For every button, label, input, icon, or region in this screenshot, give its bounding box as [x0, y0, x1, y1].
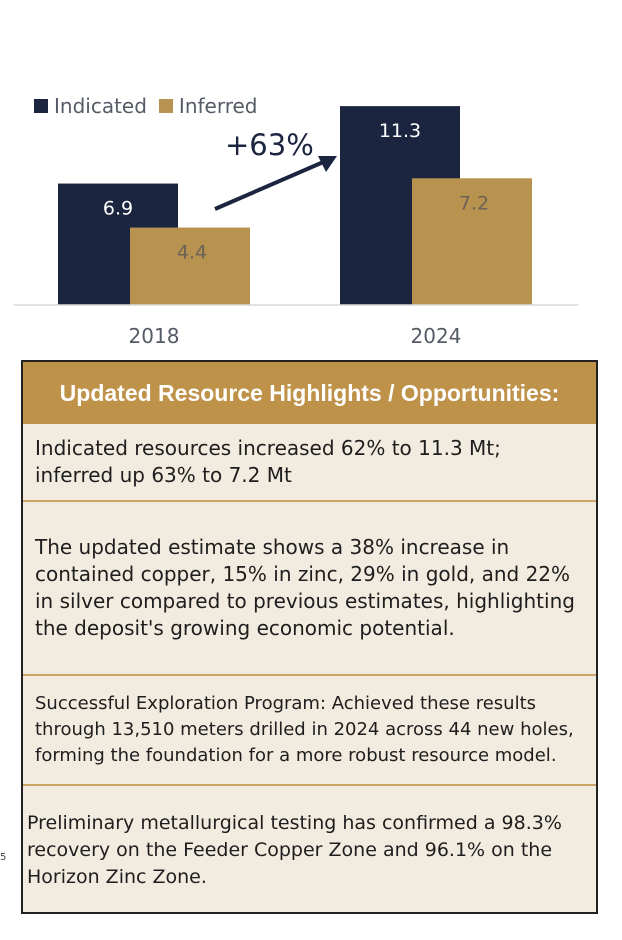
- growth-arrow: [214, 156, 337, 211]
- highlight-item: The updated estimate shows a 38% increas…: [23, 502, 596, 676]
- highlight-item: Preliminary metallurgical testing has co…: [23, 786, 596, 914]
- legend-swatch-inferred: [158, 99, 173, 113]
- highlight-item: Indicated resources increased 62% to 11.…: [23, 424, 596, 502]
- data-label-inferred-2018: 4.4: [177, 242, 207, 264]
- legend-label-indicated: Indicated: [54, 94, 147, 118]
- bar-chart: 6.9 11.3 4.4 7.2 2018 2024: [14, 106, 578, 348]
- bar-inferred-2018: [130, 227, 250, 305]
- highlight-text: Preliminary metallurgical testing has co…: [27, 811, 562, 888]
- highlight-item: Successful Exploration Program: Achieved…: [23, 676, 596, 786]
- data-label-indicated-2024: 11.3: [379, 120, 421, 142]
- highlight-text: Successful Exploration Program: Achieved…: [35, 693, 574, 766]
- legend-label-inferred: Inferred: [178, 94, 258, 118]
- panel-title: Updated Resource Highlights / Opportunit…: [23, 362, 596, 424]
- page-number: 5: [0, 852, 7, 863]
- highlight-text: Indicated resources increased 62% to 11.…: [35, 436, 501, 487]
- highlights-panel: Updated Resource Highlights / Opportunit…: [21, 360, 598, 914]
- legend: Indicated Inferred: [34, 94, 262, 118]
- growth-annotation: +63%: [225, 128, 314, 162]
- bar-inferred-2024: [412, 178, 532, 305]
- legend-item-inferred: Inferred: [158, 94, 258, 118]
- highlight-text: The updated estimate shows a 38% increas…: [35, 535, 575, 640]
- x-tick-label-2024: 2024: [411, 324, 462, 348]
- x-tick-label-2018: 2018: [129, 324, 180, 348]
- bars-layer: 6.9 11.3 4.4 7.2: [58, 106, 532, 306]
- x-tick-labels: 2018 2024: [129, 324, 462, 348]
- legend-item-indicated: Indicated: [34, 94, 147, 118]
- legend-swatch-indicated: [34, 99, 48, 113]
- data-label-inferred-2024: 7.2: [459, 192, 489, 214]
- data-label-indicated-2018: 6.9: [103, 198, 133, 220]
